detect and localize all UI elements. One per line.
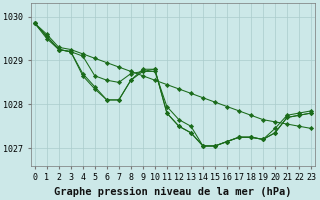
X-axis label: Graphe pression niveau de la mer (hPa): Graphe pression niveau de la mer (hPa) <box>54 186 292 197</box>
